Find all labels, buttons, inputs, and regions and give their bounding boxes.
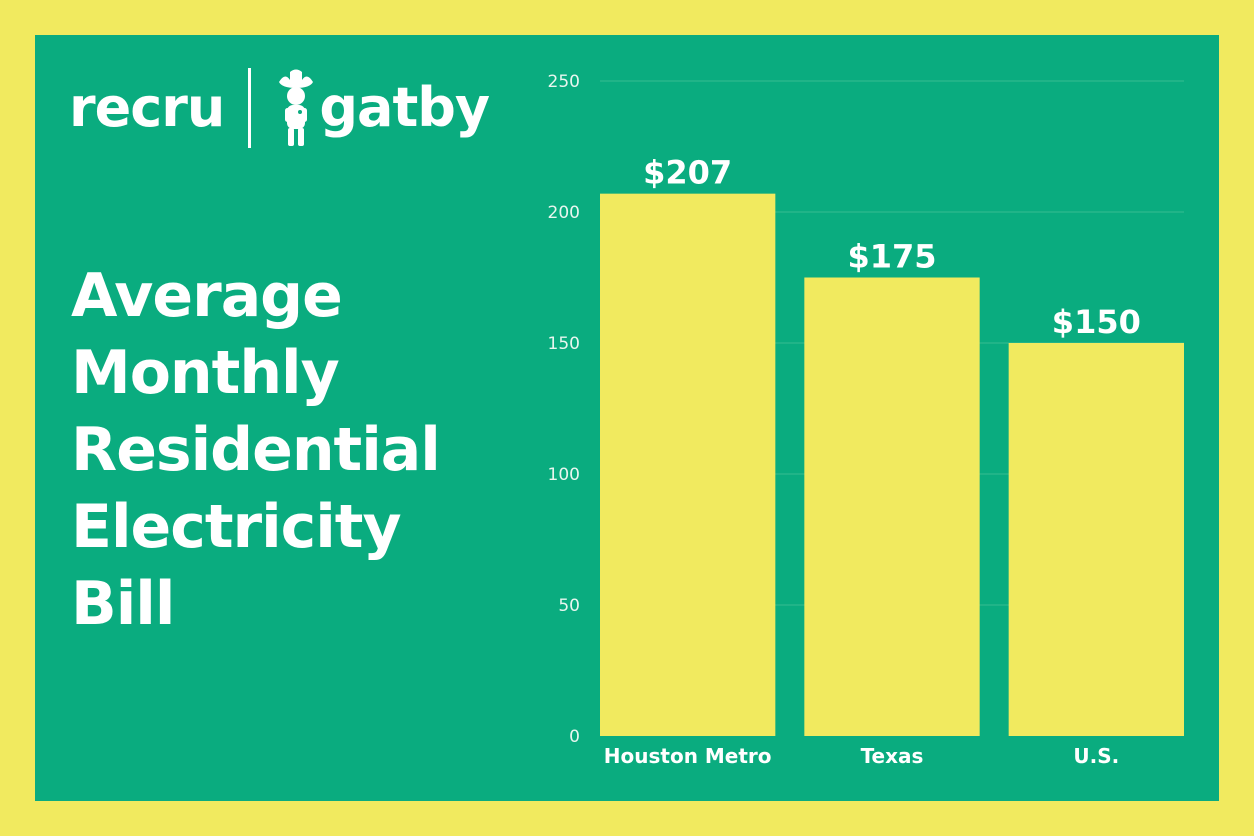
logo-divider <box>248 68 252 148</box>
chart-title: Average Monthly Residential Electricity … <box>71 258 511 643</box>
brand-right-text: gatby <box>319 76 490 139</box>
y-tick-label: 100 <box>548 465 580 485</box>
bar <box>1008 343 1184 736</box>
cowboy-mascot-icon <box>279 69 314 146</box>
bar <box>804 277 980 736</box>
title-line: Bill <box>71 569 175 639</box>
title-line: Residential <box>71 415 441 485</box>
title-line: Electricity <box>71 492 402 562</box>
y-tick-label: 250 <box>548 72 580 92</box>
title-line: Monthly <box>71 338 340 408</box>
y-tick-label: 150 <box>548 334 580 354</box>
data-label: $207 <box>643 154 732 192</box>
brand-logo: recru gatby <box>69 66 490 150</box>
y-tick-label: 0 <box>569 727 580 747</box>
x-tick-label: Texas <box>861 744 924 768</box>
y-tick-label: 200 <box>548 203 580 223</box>
data-label: $175 <box>847 238 936 276</box>
title-line: Average <box>71 261 343 331</box>
brand-left-text: recru <box>69 76 225 139</box>
bar <box>600 193 776 736</box>
data-label: $150 <box>1052 303 1141 341</box>
x-tick-label: U.S. <box>1073 744 1119 768</box>
y-tick-label: 50 <box>558 596 580 616</box>
x-tick-label: Houston Metro <box>604 744 772 768</box>
